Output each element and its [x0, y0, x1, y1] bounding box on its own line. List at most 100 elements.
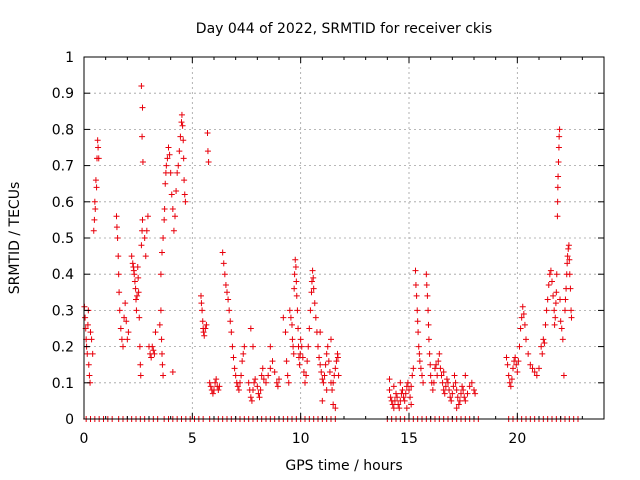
data-point: [332, 365, 339, 372]
data-point: [549, 278, 555, 285]
data-point: [429, 387, 436, 394]
data-point: [221, 271, 228, 278]
y-tick-label: 0.6: [52, 195, 74, 211]
data-point: [232, 372, 239, 379]
data-point: [125, 329, 132, 336]
data-point: [453, 405, 460, 412]
data-point: [115, 253, 122, 260]
data-point: [557, 318, 564, 325]
data-point: [222, 282, 229, 289]
data-point: [536, 365, 542, 372]
data-point: [92, 177, 99, 184]
data-point: [84, 321, 91, 328]
data-point: [199, 307, 206, 314]
data-point: [166, 151, 173, 158]
data-point: [165, 144, 172, 151]
data-point: [326, 368, 333, 375]
data-point: [450, 383, 457, 390]
data-point: [230, 354, 237, 361]
y-tick-label: 0.8: [52, 122, 74, 138]
data-point: [201, 332, 208, 339]
data-point: [180, 155, 187, 162]
data-point: [466, 383, 473, 390]
data-point: [510, 365, 516, 372]
data-point: [448, 397, 455, 404]
data-point: [425, 321, 432, 328]
data-point: [447, 394, 454, 401]
data-point: [308, 278, 315, 285]
data-point: [533, 372, 540, 379]
y-tick-label: 0.1: [52, 376, 74, 392]
data-point: [433, 361, 440, 368]
data-point: [285, 379, 292, 386]
data-point: [472, 390, 479, 397]
data-point: [540, 336, 547, 343]
data-point: [128, 253, 135, 260]
data-point: [276, 376, 282, 383]
data-point: [139, 216, 146, 223]
data-point: [519, 303, 526, 310]
data-point: [461, 394, 468, 401]
data-point: [396, 405, 403, 412]
data-point: [113, 213, 120, 220]
data-point: [228, 329, 235, 336]
data-point: [124, 336, 131, 343]
data-point: [330, 379, 337, 386]
data-point: [88, 336, 95, 343]
data-point: [451, 372, 458, 379]
data-point: [129, 260, 136, 267]
data-point: [330, 401, 337, 408]
data-point: [169, 368, 176, 375]
data-point: [564, 260, 571, 267]
data-point: [231, 365, 238, 372]
data-point: [117, 325, 124, 332]
data-point: [550, 292, 557, 299]
data-point: [134, 263, 141, 270]
data-point: [252, 376, 259, 383]
y-tick-label: 0.2: [52, 340, 74, 356]
data-point: [323, 350, 330, 357]
data-point: [120, 343, 126, 350]
y-tick-label: 0: [65, 412, 74, 428]
data-point: [205, 158, 212, 165]
data-point: [324, 343, 331, 350]
data-point: [395, 401, 402, 408]
data-point: [227, 318, 234, 325]
data-point: [311, 300, 318, 307]
data-point: [152, 329, 159, 336]
data-point: [568, 307, 575, 314]
data-point: [446, 387, 453, 394]
data-point: [566, 271, 573, 278]
data-point: [468, 379, 475, 386]
data-point: [547, 267, 554, 274]
data-point: [409, 372, 416, 379]
data-point: [317, 329, 324, 336]
data-point: [523, 336, 529, 343]
data-point: [224, 289, 230, 296]
data-point: [292, 256, 299, 263]
data-point: [437, 365, 444, 372]
data-point: [149, 343, 156, 350]
data-point: [543, 307, 550, 314]
data-point: [245, 379, 252, 386]
data-point: [206, 379, 213, 386]
data-point: [552, 300, 559, 307]
data-point: [216, 383, 223, 390]
data-point: [151, 350, 158, 357]
data-point: [170, 227, 177, 234]
data-point: [137, 361, 144, 368]
data-point: [248, 397, 255, 404]
data-point: [568, 314, 575, 321]
data-point: [283, 358, 290, 365]
data-point: [164, 155, 171, 162]
data-point: [412, 282, 419, 289]
data-point: [212, 379, 219, 386]
data-point: [287, 314, 294, 321]
data-point: [116, 289, 123, 296]
data-point: [162, 180, 169, 187]
data-point: [462, 397, 469, 404]
data-point: [199, 318, 206, 325]
data-point: [139, 133, 146, 140]
data-point: [449, 390, 456, 397]
data-point: [175, 162, 182, 169]
